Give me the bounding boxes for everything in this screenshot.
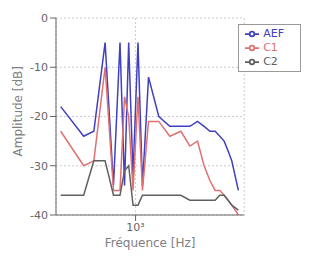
svg-text:Amplitude [dB]: Amplitude [dB] (11, 66, 25, 157)
svg-text:Fréquence [Hz]: Fréquence [Hz] (105, 236, 196, 250)
html-text:AEF: AEF (263, 27, 284, 40)
svg-text:0: 0 (41, 12, 48, 25)
svg-text:-20: -20 (30, 110, 48, 123)
svg-text:-40: -40 (30, 209, 48, 222)
svg-text:-30: -30 (30, 160, 48, 173)
html-text:C2: C2 (263, 55, 278, 68)
svg-text:-10: -10 (30, 61, 48, 74)
html-text:C1: C1 (263, 41, 278, 54)
svg-text:10³: 10³ (126, 221, 144, 234)
